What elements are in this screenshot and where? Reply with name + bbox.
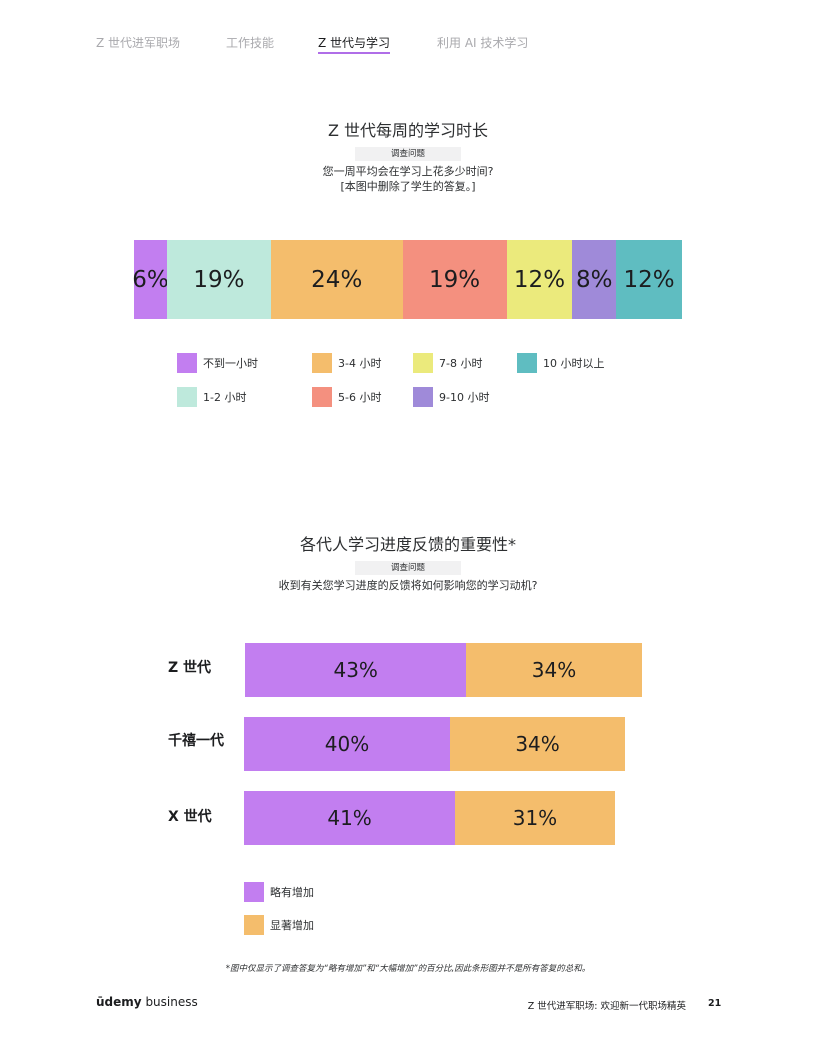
logo-wordmark-udemy: ūdemy <box>96 995 142 1009</box>
segment-value-label: 6% <box>132 266 169 293</box>
legend-item-3-4h: 3-4 小时 <box>312 353 381 373</box>
bar-segment-5-6h: 19% <box>402 240 507 319</box>
legend-label: 10 小时以上 <box>543 357 605 370</box>
legend-swatch <box>413 387 433 407</box>
bar-segment-1-2h: 19% <box>166 240 271 319</box>
page-number: 21 <box>708 998 722 1009</box>
segment-value-label: 34% <box>531 658 577 682</box>
nav-tab-gen-z-learning[interactable]: Z 世代与学习 <box>318 36 391 54</box>
legend-swatch <box>244 915 264 935</box>
segment-value-label: 12% <box>513 266 566 293</box>
chart1-question: 您一周平均会在学习上花多少时间? [本图中删除了学生的答复。] <box>0 164 816 194</box>
bar-segment-slight-increase: 43% <box>245 643 467 697</box>
legend-label: 1-2 小时 <box>203 391 247 404</box>
bar-segment-slight-increase: 41% <box>244 791 456 845</box>
chart2-footnote: *图中仅显示了调查答复为“略有增加”和“大幅增加”的百分比,因此条形图并不是所有… <box>225 964 591 974</box>
chart1-title: Z 世代每周的学习时长 <box>327 121 489 140</box>
legend-item-9-10h: 9-10 小时 <box>413 387 489 407</box>
legend-item-under-1h: 不到一小时 <box>177 353 258 373</box>
legend-swatch <box>244 882 264 902</box>
legend-label: 3-4 小时 <box>338 357 382 370</box>
bar-row-gen-z: 43% 34% <box>245 643 642 697</box>
legend-label: 7-8 小时 <box>439 357 483 370</box>
bar-segment-slight-increase: 40% <box>244 717 450 771</box>
chart2-survey-tag: 调查问题 <box>355 561 461 575</box>
bar-segment-7-8h: 12% <box>506 240 573 319</box>
logo-wordmark-business: business <box>145 995 198 1009</box>
bar-segment-significant-increase: 34% <box>466 643 642 697</box>
bar-row-gen-x: 41% 31% <box>244 791 615 845</box>
chart1-survey-tag: 调查问题 <box>355 147 461 161</box>
segment-value-label: 41% <box>327 806 372 830</box>
segment-value-label: 19% <box>193 266 245 293</box>
row-label-gen-z: Z 世代 <box>168 660 212 676</box>
segment-value-label: 43% <box>333 658 378 682</box>
legend-item-5-6h: 5-6 小时 <box>312 387 381 407</box>
nav-tab-ai-learning[interactable]: 利用 AI 技术学习 <box>437 36 529 50</box>
legend-swatch <box>413 353 433 373</box>
bar-row-millennials: 40% 34% <box>244 717 626 771</box>
footer-report-title: Z 世代进军职场: 欢迎新一代职场精英 <box>527 1001 686 1012</box>
legend-item-1-2h: 1-2 小时 <box>177 387 246 407</box>
study-hours-stacked-bar: 6% 19% 24% 19% 12% 8% 12% <box>132 240 682 319</box>
nav-tab-work-skills[interactable]: 工作技能 <box>226 36 275 50</box>
segment-value-label: 24% <box>311 266 363 293</box>
bar-segment-9-10h: 8% <box>572 240 617 319</box>
segment-value-label: 34% <box>515 732 560 756</box>
legend-label: 不到一小时 <box>203 357 258 370</box>
legend-item-significant-increase: 显著增加 <box>244 915 314 935</box>
chart2-question: 收到有关您学习进度的反馈将如何影响您的学习动机? <box>278 579 538 592</box>
chart2-title: 各代人学习进度反馈的重要性* <box>299 535 516 554</box>
legend-swatch <box>177 387 197 407</box>
udemy-business-logo: ūdemy business <box>96 995 198 1009</box>
legend-swatch <box>312 353 332 373</box>
bar-segment-under-1h: 6% <box>132 240 169 319</box>
legend-swatch <box>312 387 332 407</box>
legend-label: 略有增加 <box>270 886 314 899</box>
row-label-gen-x: X 世代 <box>168 809 212 825</box>
segment-value-label: 8% <box>576 266 613 293</box>
bar-segment-10plus-h: 12% <box>616 240 682 319</box>
chart1-question-line1: 您一周平均会在学习上花多少时间? <box>322 165 494 178</box>
segment-value-label: 40% <box>324 732 370 756</box>
legend-swatch <box>177 353 197 373</box>
legend-item-10plus-h: 10 小时以上 <box>517 353 605 373</box>
legend-item-7-8h: 7-8 小时 <box>413 353 482 373</box>
legend-label: 9-10 小时 <box>439 391 490 404</box>
legend-item-slight-increase: 略有增加 <box>244 882 314 902</box>
segment-value-label: 31% <box>512 806 558 830</box>
bar-segment-significant-increase: 31% <box>455 791 615 845</box>
bar-segment-3-4h: 24% <box>270 240 403 319</box>
bar-segment-significant-increase: 34% <box>450 717 626 771</box>
legend-swatch <box>517 353 537 373</box>
legend-label: 显著增加 <box>270 919 314 932</box>
row-label-millennials: 千禧一代 <box>168 733 224 749</box>
segment-value-label: 19% <box>428 266 481 293</box>
nav-tab-gen-z-workplace[interactable]: Z 世代进军职场 <box>96 36 181 50</box>
segment-value-label: 12% <box>623 266 675 293</box>
legend-label: 5-6 小时 <box>338 391 382 404</box>
chart1-question-line2: [本图中删除了学生的答复。] <box>340 180 476 193</box>
